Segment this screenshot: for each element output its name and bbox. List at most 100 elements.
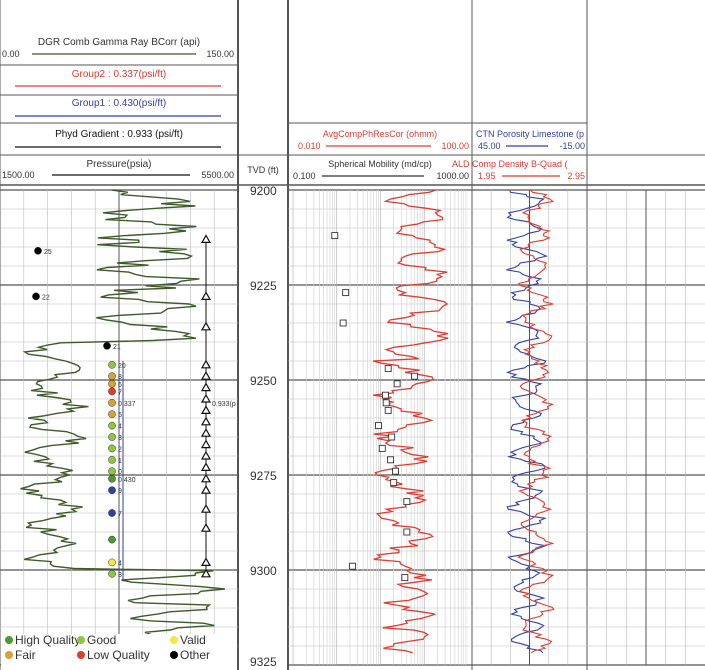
depth-tick-label: 9300: [250, 564, 277, 578]
pressure-point: [108, 486, 116, 495]
phyd-triangle: [200, 321, 212, 331]
mobility-point: [403, 528, 411, 536]
group2-label: Group2 : 0.337(psi/ft): [72, 69, 167, 80]
legend-label: Other: [180, 648, 210, 662]
phyd-triangle: [200, 393, 212, 403]
mobility-point: [349, 562, 357, 570]
mobility-min: 0.100: [293, 171, 316, 181]
phyd-triangle: [200, 568, 212, 578]
gamma-curve: [20, 189, 225, 654]
mobility-point: [382, 391, 389, 399]
mobility-point: [387, 456, 395, 464]
pressure-point-label: 2: [118, 446, 122, 453]
resist-title: AvgCompPhResCor (ohmm): [323, 129, 437, 139]
legend-swatch: [5, 651, 13, 659]
pressure-point-label: 7: [118, 511, 122, 518]
mobility-point: [388, 433, 396, 441]
mobility-point: [384, 406, 392, 414]
mobility-point: [393, 380, 401, 388]
pressure-point: [108, 467, 116, 476]
mobility-points: [331, 232, 418, 582]
density-max: 2.95: [567, 171, 585, 181]
depth-tick-label: 9275: [250, 469, 277, 483]
density-title: ALD Comp Density B-Quad (: [452, 159, 568, 169]
depth-tick-label: 9200: [250, 184, 277, 198]
pressure-point: [108, 558, 116, 567]
pressure-point: [108, 421, 116, 430]
pressure-point: [103, 341, 111, 350]
pressure-point-label: 5: [118, 412, 122, 419]
pressure-point: [108, 433, 116, 441]
pressure-point: [108, 535, 116, 544]
phyd-triangle: [200, 557, 212, 566]
quality-legend: High Quality Good Valid Fair Low Quality Othe…: [1, 633, 237, 669]
pressure-point: [108, 387, 116, 396]
mobility-point: [339, 319, 347, 327]
phyd-triangle: [200, 370, 212, 380]
mobility-point: [411, 372, 418, 380]
pressure-point-label: 3: [118, 435, 122, 442]
pressure-point-label: 22: [42, 294, 50, 301]
pressure-point: [108, 474, 116, 483]
tvd-title: TVD (ft): [247, 165, 279, 175]
pressure-point: [108, 398, 116, 407]
pressure-point: [108, 379, 116, 388]
mobility-point: [403, 498, 411, 506]
mobility-title: Spherical Mobility (md/cp): [328, 159, 432, 169]
pressure-point-label: 1: [118, 458, 122, 465]
pressure-point: [108, 569, 116, 578]
gamma-max: 150.00: [206, 49, 234, 59]
pressure-min: 1500.00: [2, 170, 35, 180]
pressure-point-label: 4: [118, 424, 122, 431]
mobility-point: [342, 289, 350, 297]
pressure-point-label: 8: [118, 374, 122, 381]
pressure-point: [108, 444, 116, 453]
pressure-point: [108, 410, 116, 419]
resist-min: 0.010: [298, 141, 321, 151]
legend-swatch: [170, 636, 178, 644]
porosity-title: CTN Porosity Limestone (p: [476, 129, 584, 139]
pressure-point: [108, 509, 116, 517]
pressure-point: [108, 372, 116, 381]
pressure-point-label: 0: [118, 469, 122, 476]
phyd-triangle: [200, 416, 212, 426]
pressure-point-label: 7: [118, 389, 122, 396]
pressure-point: [108, 360, 116, 369]
track1-header: DGR Comb Gamma Ray BCorr (api) 0.00 150.…: [2, 37, 234, 180]
phyd-triangle: [200, 405, 212, 414]
pressure-point: [32, 292, 40, 301]
legend-swatch: [5, 636, 13, 644]
mobility-point: [382, 399, 390, 407]
pressure-max: 5500.00: [201, 170, 234, 180]
pressure-title: Pressure(psia): [86, 159, 151, 170]
phyd-label: Phyd Gradient : 0.933 (psi/ft): [55, 129, 183, 140]
phyd-triangle: [200, 484, 212, 494]
phyd-triangle: [200, 291, 212, 300]
depth-tick-label: 9225: [250, 279, 277, 293]
phyd-triangle: [200, 234, 212, 243]
phyd-triangle: [200, 439, 212, 449]
pressure-point-label: 25: [44, 249, 52, 256]
gamma-min: 0.00: [2, 49, 20, 59]
mobility-log-band: [292, 190, 467, 665]
legend-label: Valid: [180, 633, 206, 647]
mobility-point: [390, 479, 398, 487]
mobility-point: [375, 422, 382, 430]
pressure-point-label: 9: [118, 488, 122, 495]
group1-label: Group1 : 0.430(psi/ft): [72, 98, 167, 109]
mobility-point: [401, 574, 409, 582]
legend-label: Low Quality: [87, 648, 150, 662]
resist-max: 100.00: [441, 141, 469, 151]
legend-swatch: [77, 651, 85, 659]
legend-background: [1, 634, 237, 669]
mobility-point: [384, 365, 392, 373]
phyd-triangle: [200, 382, 212, 392]
legend-label: Good: [87, 633, 116, 647]
density-min: 1.95: [478, 171, 496, 181]
depth-tick-label: 9325: [250, 655, 277, 669]
pressure-point-label: 21: [113, 344, 121, 351]
phyd-gradient-label: 0.933(p: [212, 401, 236, 408]
pressure-point-label: 6: [118, 382, 122, 389]
